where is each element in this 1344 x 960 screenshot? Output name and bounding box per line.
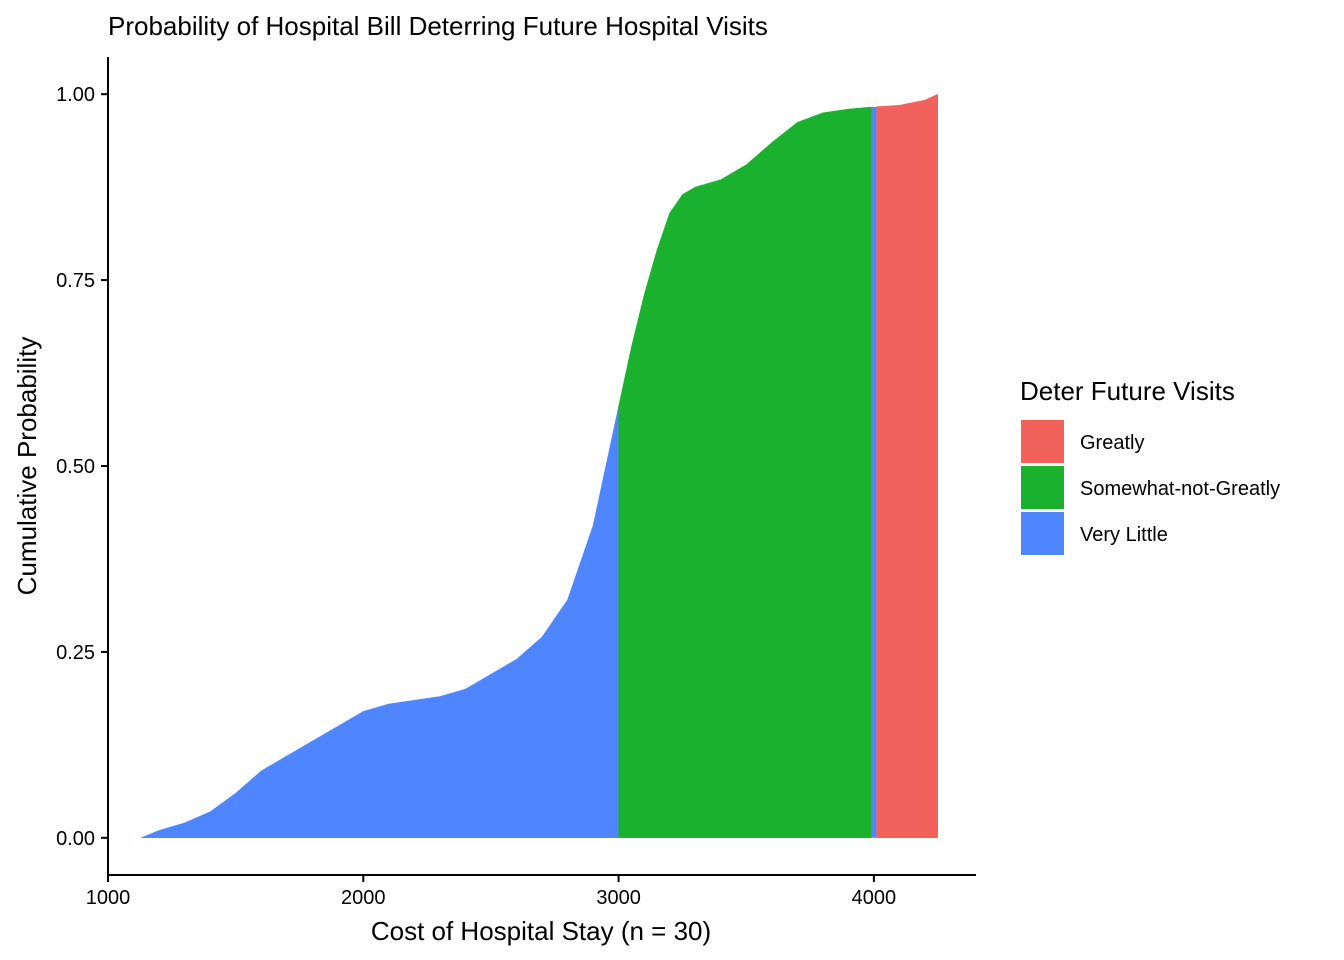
legend-items: Greatly Somewhat-not-Greatly Very Little [1021, 420, 1280, 555]
legend-title: Deter Future Visits [1020, 376, 1235, 406]
x-axis-ticks: 1000 2000 3000 4000 [86, 875, 896, 909]
y-tick-label: 1.00 [56, 84, 95, 106]
x-tick-label: 2000 [341, 887, 386, 909]
x-tick-label: 4000 [852, 887, 897, 909]
y-tick-label: 0.00 [56, 828, 95, 850]
x-tick-label: 1000 [86, 887, 131, 909]
y-tick-label: 0.75 [56, 270, 95, 292]
x-tick-label: 3000 [596, 887, 641, 909]
chart-title: Probability of Hospital Bill Deterring F… [108, 11, 768, 41]
legend-key-greatly [1021, 420, 1064, 463]
legend-key-very-little [1021, 512, 1064, 555]
y-axis-title: Cumulative Probability [12, 337, 42, 596]
y-tick-label: 0.50 [56, 456, 95, 478]
boundary-sliver [871, 107, 877, 838]
legend-key-somewhat-not-greatly [1021, 466, 1064, 509]
x-axis-title: Cost of Hospital Stay (n = 30) [371, 916, 711, 946]
y-tick-label: 0.25 [56, 642, 95, 664]
legend-label: Somewhat-not-Greatly [1080, 478, 1280, 500]
legend-label: Very Little [1080, 524, 1168, 546]
area-greatly [876, 93, 938, 839]
area-series-group [141, 93, 938, 839]
area-somewhat-not-greatly [618, 106, 872, 839]
legend-label: Greatly [1080, 432, 1144, 454]
y-axis-ticks: 0.00 0.25 0.50 0.75 1.00 [56, 84, 108, 850]
legend: Deter Future Visits Greatly Somewhat-not-… [1020, 376, 1280, 555]
area-very-little [141, 406, 619, 839]
